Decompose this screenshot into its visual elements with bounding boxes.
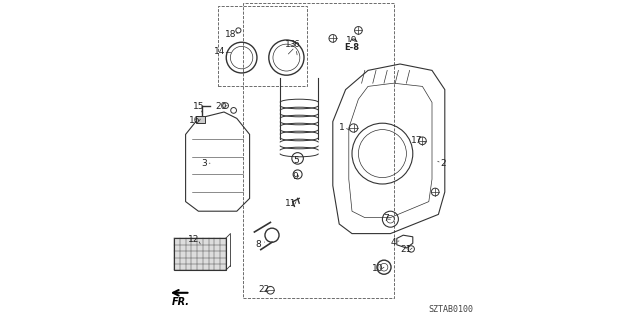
Bar	[174, 238, 226, 270]
Text: 3: 3	[202, 159, 207, 168]
Text: 14: 14	[214, 47, 225, 56]
Text: 12: 12	[188, 235, 199, 244]
Text: 1: 1	[339, 123, 344, 132]
Text: 20: 20	[215, 102, 227, 111]
Text: 7: 7	[383, 214, 388, 223]
Text: 9: 9	[293, 172, 298, 181]
Text: 21: 21	[401, 245, 412, 254]
Bar	[196, 116, 205, 123]
Text: SZTAB0100: SZTAB0100	[429, 305, 474, 314]
Text: 15: 15	[193, 102, 205, 111]
Text: FR.: FR.	[172, 297, 190, 307]
Text: E-8: E-8	[344, 43, 359, 52]
Text: 10: 10	[372, 264, 383, 273]
Text: 8: 8	[256, 240, 261, 249]
Text: 22: 22	[259, 285, 269, 294]
Text: 5: 5	[293, 156, 299, 164]
Text: 6: 6	[293, 40, 299, 49]
Text: 2: 2	[440, 159, 446, 168]
Text: 17: 17	[412, 136, 422, 145]
Text: 11: 11	[285, 199, 297, 208]
Text: 18: 18	[225, 30, 237, 39]
Text: 19: 19	[346, 36, 358, 44]
Text: 13: 13	[285, 40, 297, 49]
Text: 4: 4	[390, 238, 396, 247]
Text: 16: 16	[189, 116, 201, 125]
